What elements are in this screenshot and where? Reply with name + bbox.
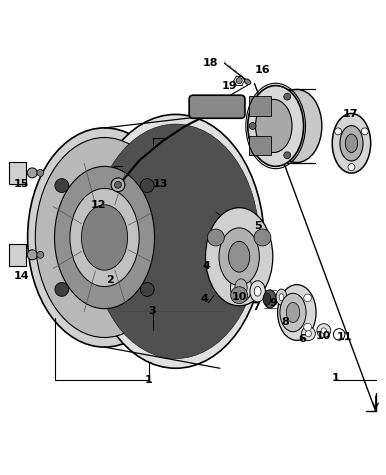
Ellipse shape [81,205,128,270]
Circle shape [27,168,37,178]
Circle shape [305,331,312,337]
Ellipse shape [103,140,249,343]
Ellipse shape [87,114,264,368]
Ellipse shape [340,125,363,161]
Text: 8: 8 [281,317,289,327]
Ellipse shape [205,208,273,306]
Circle shape [361,128,368,135]
Circle shape [335,128,342,135]
Circle shape [321,328,327,333]
Ellipse shape [141,194,210,289]
Ellipse shape [332,114,371,173]
Circle shape [284,93,291,100]
Bar [9,244,27,266]
Ellipse shape [119,163,232,320]
Circle shape [301,327,315,341]
Ellipse shape [114,155,237,328]
Circle shape [55,283,69,296]
Circle shape [236,77,242,84]
Text: 18: 18 [203,57,218,67]
Circle shape [304,323,312,331]
Circle shape [55,179,69,192]
Ellipse shape [158,217,194,266]
Ellipse shape [256,99,292,152]
Text: 4: 4 [201,294,208,304]
Ellipse shape [152,209,199,273]
Circle shape [37,170,44,176]
Text: 6: 6 [299,334,306,344]
Bar [9,162,27,184]
Circle shape [304,294,312,302]
Circle shape [284,152,291,159]
Ellipse shape [244,79,251,85]
Circle shape [115,181,122,188]
Ellipse shape [229,241,250,272]
Circle shape [231,287,247,304]
Ellipse shape [98,132,254,351]
Circle shape [141,283,154,296]
Ellipse shape [54,166,154,309]
Ellipse shape [235,279,247,296]
Ellipse shape [125,171,227,312]
Text: 2: 2 [107,275,114,285]
Bar [249,136,271,155]
Circle shape [317,323,331,338]
Text: 10: 10 [232,292,247,302]
Ellipse shape [136,186,215,296]
Text: 17: 17 [343,109,359,119]
Circle shape [111,178,125,192]
Ellipse shape [248,86,303,166]
Text: 10: 10 [316,331,332,341]
Text: 1: 1 [145,375,152,385]
Ellipse shape [230,273,252,302]
Text: 1: 1 [332,373,339,383]
Circle shape [254,229,271,246]
Text: 4: 4 [203,261,210,271]
Ellipse shape [28,128,181,347]
Text: 9: 9 [270,298,278,308]
Circle shape [141,179,154,192]
Ellipse shape [286,303,300,323]
Ellipse shape [263,293,271,305]
Ellipse shape [250,281,265,302]
Ellipse shape [92,124,259,359]
Text: 13: 13 [152,179,168,189]
Circle shape [37,251,44,258]
Ellipse shape [276,289,287,305]
Ellipse shape [35,137,174,338]
Text: 15: 15 [14,179,30,189]
Ellipse shape [272,89,322,162]
Circle shape [27,250,37,260]
Ellipse shape [279,294,284,301]
Text: 19: 19 [222,81,237,91]
Text: 5: 5 [255,221,262,231]
Text: 12: 12 [91,200,107,210]
Text: 11: 11 [337,332,353,342]
Text: 14: 14 [14,271,30,281]
Ellipse shape [254,286,261,296]
Ellipse shape [280,293,306,332]
Ellipse shape [130,179,221,304]
Ellipse shape [219,228,259,285]
Ellipse shape [264,290,276,308]
Text: 7: 7 [252,302,260,312]
Ellipse shape [70,189,139,286]
FancyBboxPatch shape [189,95,245,118]
Ellipse shape [163,225,188,258]
Bar [249,96,271,116]
Ellipse shape [108,147,243,335]
Ellipse shape [147,202,205,281]
Ellipse shape [345,134,357,152]
Circle shape [207,229,224,246]
Text: 16: 16 [254,65,270,75]
Ellipse shape [278,285,316,341]
Circle shape [249,123,256,129]
Circle shape [348,164,355,171]
Text: 3: 3 [149,305,156,315]
